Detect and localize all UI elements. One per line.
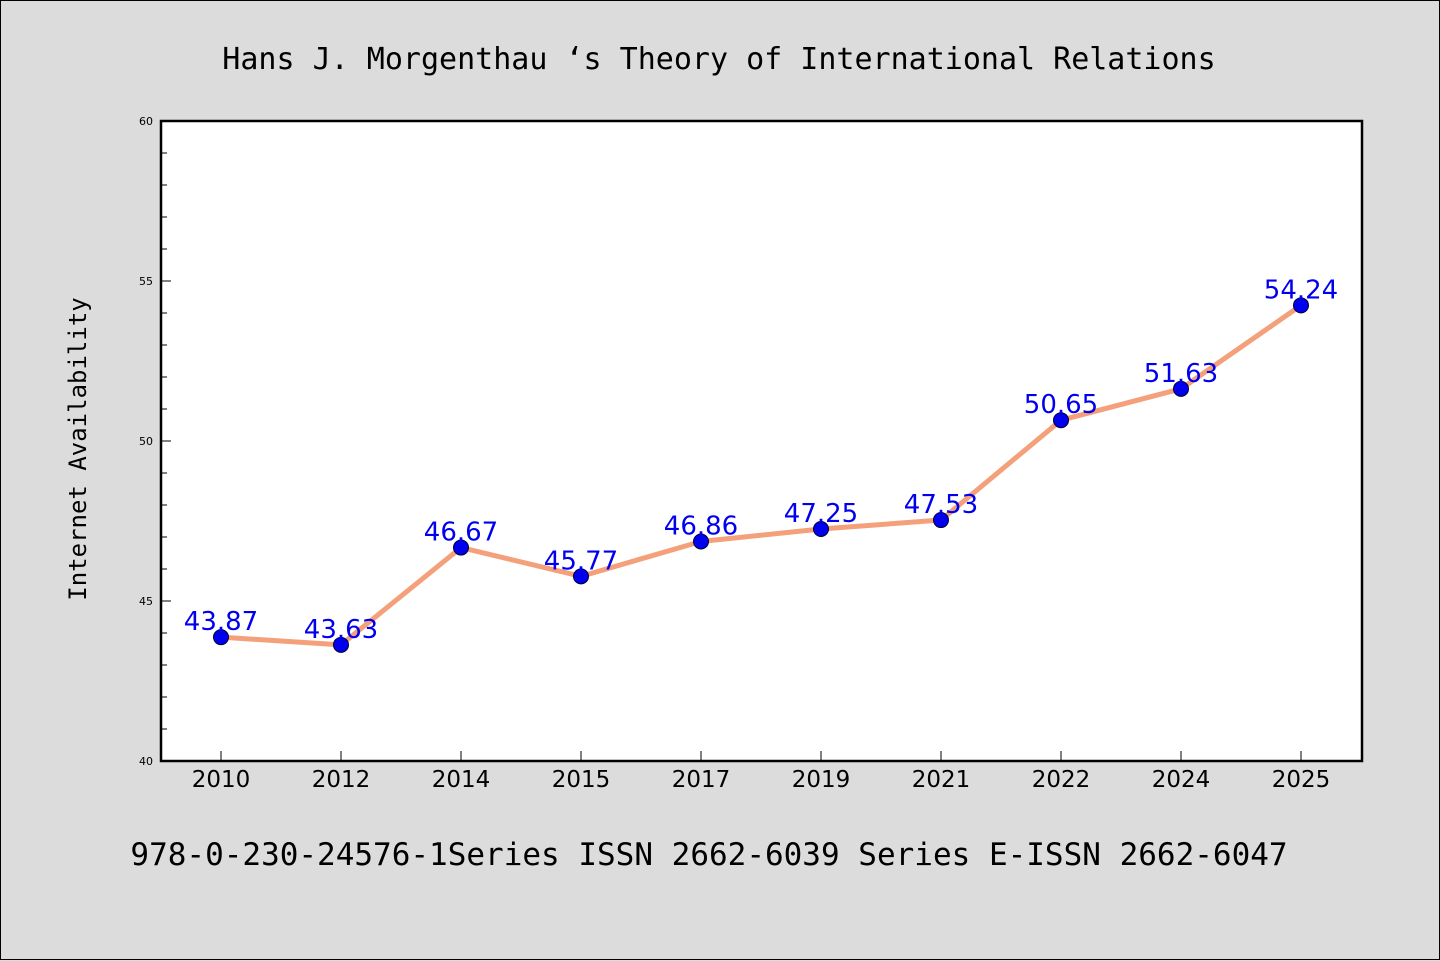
y-axis-label: Internet Availability	[64, 297, 92, 600]
series-line-group	[218, 302, 1304, 648]
data-label: 46.67	[424, 518, 498, 548]
data-label: 50.65	[1024, 390, 1098, 420]
data-label: 43.87	[184, 607, 258, 637]
data-point	[693, 533, 709, 550]
footer-text: 978-0-230-24576-1Series ISSN 2662-6039 S…	[130, 837, 1287, 873]
x-tick-label: 2017	[672, 767, 731, 793]
data-label: 51.63	[1144, 359, 1218, 389]
x-tick-label: 2021	[912, 767, 971, 793]
x-tick-label: 2024	[1152, 767, 1211, 793]
data-point	[573, 568, 589, 585]
x-tick-label: 2012	[312, 767, 371, 793]
chart-title: Hans J. Morgenthau ‘s Theory of Internat…	[222, 42, 1215, 77]
y-axis: 40 45 50 55 60	[139, 115, 171, 768]
data-point	[333, 636, 349, 653]
data-point	[813, 521, 829, 537]
data-points	[213, 297, 1309, 653]
series-line	[218, 302, 1304, 648]
data-label: 54.24	[1264, 275, 1338, 305]
x-tick-label: 2022	[1032, 767, 1091, 793]
y-tick-label: 55	[139, 275, 153, 288]
x-tick-label: 2025	[1272, 767, 1331, 793]
data-label: 46.86	[664, 511, 738, 541]
data-label: 45.77	[544, 546, 618, 576]
x-tick-label: 2014	[432, 767, 491, 793]
data-label: 43.63	[304, 615, 378, 645]
data-label: 47.25	[784, 499, 858, 529]
x-tick-label: 2010	[192, 767, 251, 793]
x-tick-label: 2019	[792, 767, 851, 793]
data-point	[1173, 380, 1189, 397]
x-axis: 2010 2012 2014 2015 2017 2019 2021 2022 2024 2025	[192, 751, 1331, 793]
y-tick-label: 50	[139, 435, 153, 448]
y-tick-label: 40	[139, 755, 153, 768]
y-tick-label: 45	[139, 595, 153, 608]
data-point	[1053, 412, 1069, 429]
plot-area	[159, 119, 1364, 763]
y-tick-label: 60	[139, 115, 153, 128]
data-labels: 43.87 43.63 46.67 45.77 46.86 47.25 47.53 50.65…	[184, 275, 1338, 645]
data-point	[1293, 297, 1309, 314]
data-point	[213, 629, 229, 646]
data-point	[933, 512, 949, 529]
data-point	[453, 539, 469, 556]
x-tick-label: 2015	[552, 767, 611, 793]
data-label: 47.53	[904, 490, 978, 520]
